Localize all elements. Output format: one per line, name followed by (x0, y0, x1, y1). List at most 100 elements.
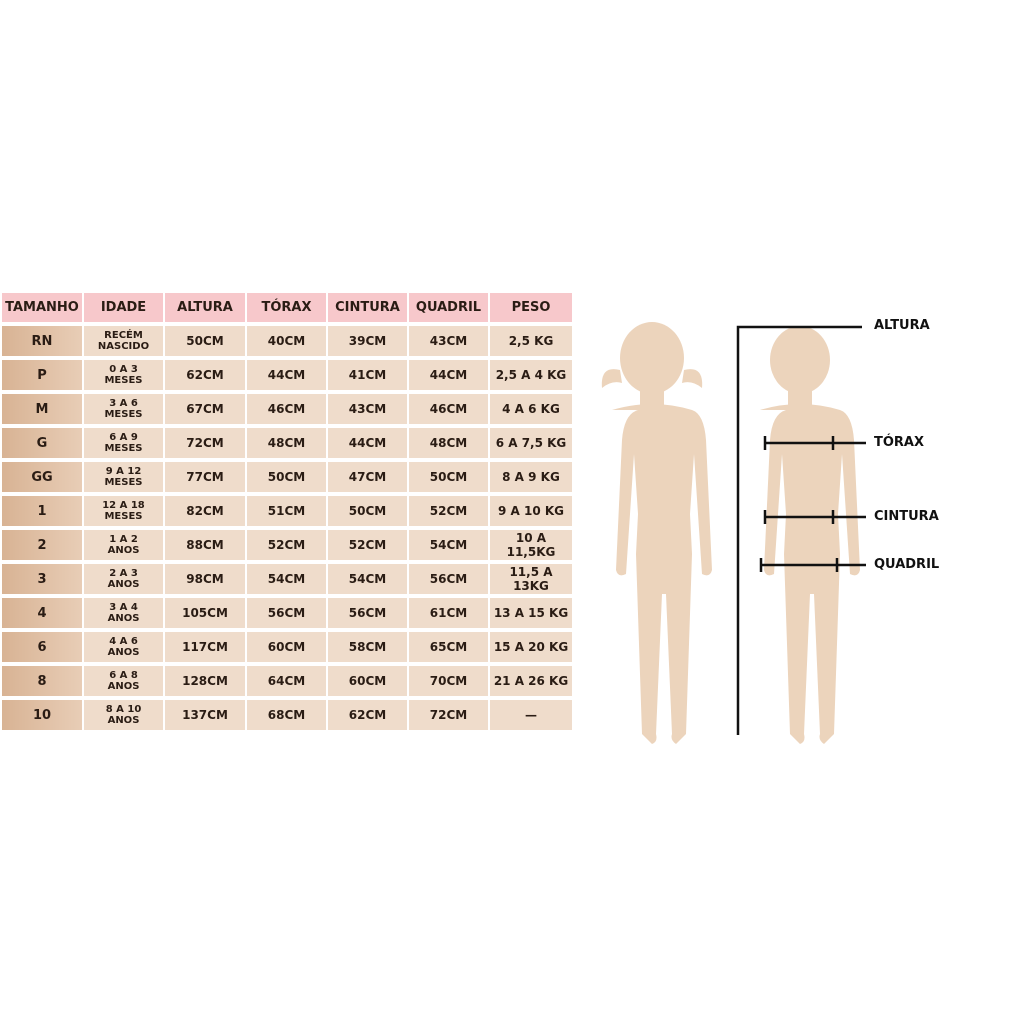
size-cell: 4 (2, 598, 82, 628)
table-cell: 105CM (165, 598, 245, 628)
size-cell: 8 (2, 666, 82, 696)
table-cell: 4 A 6 ANOS (84, 632, 163, 662)
table-cell: 12 A 18 MESES (84, 496, 163, 526)
table-cell: 21 A 26 KG (490, 666, 572, 696)
label-quadril: QUADRIL (874, 557, 940, 572)
table-cell: 6 A 9 MESES (84, 428, 163, 458)
column-header: TAMANHO (2, 293, 82, 322)
table-cell: 98CM (165, 564, 245, 594)
size-cell: G (2, 428, 82, 458)
table-cell: 50CM (409, 462, 488, 492)
table-cell: 56CM (247, 598, 326, 628)
table-cell: 52CM (328, 530, 407, 560)
table-cell: 1 A 2 ANOS (84, 530, 163, 560)
table-cell: 67CM (165, 394, 245, 424)
measurement-lines (736, 325, 866, 735)
table-cell: 52CM (247, 530, 326, 560)
column-header: PESO (490, 293, 572, 322)
table-cell: 48CM (409, 428, 488, 458)
label-cintura: CINTURA (874, 509, 939, 524)
table-cell: 62CM (328, 700, 407, 730)
table-cell: 51CM (247, 496, 326, 526)
table-cell: 62CM (165, 360, 245, 390)
table-cell: 72CM (165, 428, 245, 458)
table-cell: 70CM (409, 666, 488, 696)
column-header: TÓRAX (247, 293, 326, 322)
table-cell: 68CM (247, 700, 326, 730)
column-header: ALTURA (165, 293, 245, 322)
table-cell: 72CM (409, 700, 488, 730)
size-cell: RN (2, 326, 82, 356)
size-chart-table: TAMANHO IDADE ALTURA TÓRAX CINTURA QUADRIL PES… (2, 293, 572, 730)
boy-silhouette (760, 326, 860, 744)
girl-silhouette (601, 322, 712, 744)
table-cell: 60CM (247, 632, 326, 662)
table-cell: 64CM (247, 666, 326, 696)
table-cell: 40CM (247, 326, 326, 356)
table-cell: 54CM (247, 564, 326, 594)
size-cell: 6 (2, 632, 82, 662)
table-cell: 9 A 12 MESES (84, 462, 163, 492)
table-cell: 2 A 3 ANOS (84, 564, 163, 594)
table-cell: 137CM (165, 700, 245, 730)
column-header: QUADRIL (409, 293, 488, 322)
table-cell: 4 A 6 KG (490, 394, 572, 424)
table-cell: 44CM (247, 360, 326, 390)
table-cell: 6 A 8 ANOS (84, 666, 163, 696)
table-cell: 43CM (409, 326, 488, 356)
table-cell: 8 A 9 KG (490, 462, 572, 492)
column-header: CINTURA (328, 293, 407, 322)
table-cell: 0 A 3 MESES (84, 360, 163, 390)
table-cell: 117CM (165, 632, 245, 662)
table-cell: 128CM (165, 666, 245, 696)
table-cell: 44CM (328, 428, 407, 458)
table-cell: 56CM (328, 598, 407, 628)
table-cell: 8 A 10 ANOS (84, 700, 163, 730)
table-cell: 58CM (328, 632, 407, 662)
table-cell: 54CM (328, 564, 407, 594)
table-cell: 13 A 15 KG (490, 598, 572, 628)
table-cell: 3 A 4 ANOS (84, 598, 163, 628)
label-torax: TÓRAX (874, 435, 925, 450)
table-cell: — (490, 700, 572, 730)
table-cell: 47CM (328, 462, 407, 492)
table-cell: 2,5 A 4 KG (490, 360, 572, 390)
size-cell: 1 (2, 496, 82, 526)
table-cell: 39CM (328, 326, 407, 356)
label-altura: ALTURA (874, 318, 930, 333)
table-cell: 41CM (328, 360, 407, 390)
table-cell: 6 A 7,5 KG (490, 428, 572, 458)
table-cell: 44CM (409, 360, 488, 390)
table-cell: 60CM (328, 666, 407, 696)
table-cell: 65CM (409, 632, 488, 662)
table-cell: 88CM (165, 530, 245, 560)
size-cell: M (2, 394, 82, 424)
table-cell: 50CM (165, 326, 245, 356)
table-cell: 82CM (165, 496, 245, 526)
table-cell: 61CM (409, 598, 488, 628)
table-cell: 54CM (409, 530, 488, 560)
table-cell: 52CM (409, 496, 488, 526)
size-cell: 3 (2, 564, 82, 594)
table-cell: 46CM (247, 394, 326, 424)
table-cell: 48CM (247, 428, 326, 458)
table-cell: 3 A 6 MESES (84, 394, 163, 424)
table-cell: 46CM (409, 394, 488, 424)
column-header: IDADE (84, 293, 163, 322)
size-cell: 2 (2, 530, 82, 560)
table-cell: 11,5 A 13KG (490, 564, 572, 594)
table-cell: 2,5 KG (490, 326, 572, 356)
size-cell: GG (2, 462, 82, 492)
table-cell: RECÉM NASCIDO (84, 326, 163, 356)
size-cell: 10 (2, 700, 82, 730)
table-cell: 77CM (165, 462, 245, 492)
table-cell: 9 A 10 KG (490, 496, 572, 526)
table-cell: 10 A 11,5KG (490, 530, 572, 560)
table-cell: 56CM (409, 564, 488, 594)
table-cell: 15 A 20 KG (490, 632, 572, 662)
table-cell: 50CM (247, 462, 326, 492)
size-cell: P (2, 360, 82, 390)
table-cell: 50CM (328, 496, 407, 526)
table-cell: 43CM (328, 394, 407, 424)
